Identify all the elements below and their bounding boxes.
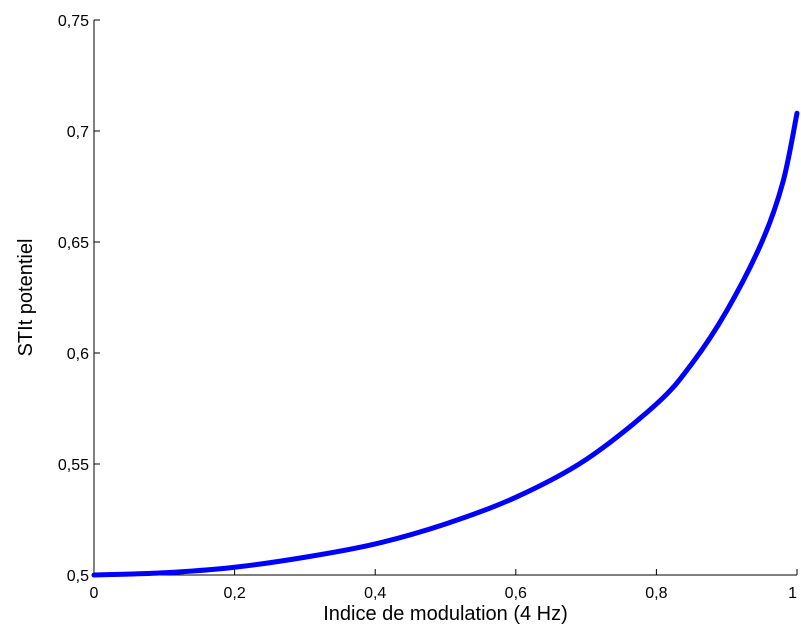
y-tick-label: 0,6	[67, 346, 89, 363]
x-tick-label: 0	[90, 585, 99, 602]
x-tick-label: 0,4	[364, 585, 386, 602]
y-tick-label: 0,7	[67, 124, 89, 141]
x-axis-title: Indice de modulation (4 Hz)	[323, 603, 568, 625]
y-tick-label: 0,65	[58, 235, 89, 252]
y-axis-title: STIt potentiel	[15, 239, 37, 357]
y-tick-label: 0,75	[58, 13, 89, 30]
x-tick-label: 0,2	[223, 585, 245, 602]
y-tick-label: 0,5	[67, 568, 89, 585]
x-axis-ticks: 0 0,2 0,4 0,6 0,8 1	[90, 569, 798, 602]
x-tick-label: 1	[788, 585, 797, 602]
x-tick-label: 0,8	[645, 585, 667, 602]
x-tick-label: 0,6	[505, 585, 527, 602]
y-tick-label: 0,55	[58, 457, 89, 474]
y-axis-ticks: 0,5 0,55 0,6 0,65 0,7 0,75	[58, 13, 100, 585]
series-line	[91, 110, 800, 578]
